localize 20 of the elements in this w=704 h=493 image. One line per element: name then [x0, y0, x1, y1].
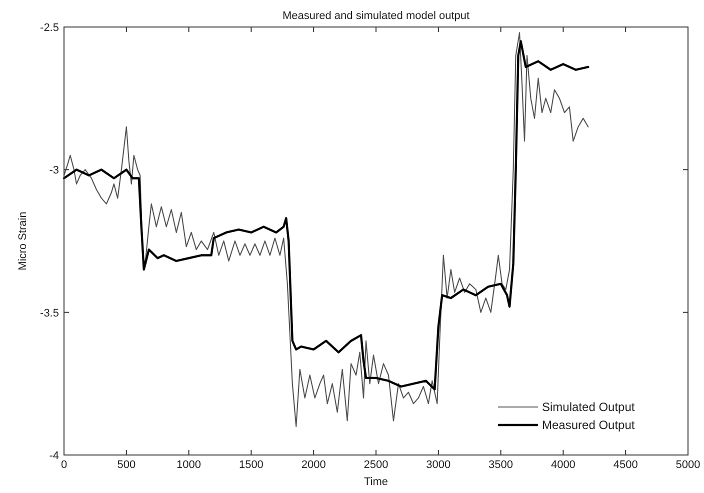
y-tick-label: -4 [49, 450, 59, 462]
x-tick-label: 4500 [613, 459, 638, 471]
x-axis-title: Time [364, 476, 388, 488]
x-tick-label: 0 [60, 459, 68, 471]
y-tick-label: -3 [49, 164, 59, 177]
y-tick-label: -2.5 [40, 22, 59, 34]
y-tick-label: -3.5 [40, 307, 59, 320]
x-tick-label: 3500 [488, 459, 514, 471]
x-tick-label: 2500 [364, 459, 388, 471]
x-tick-label: 4000 [550, 459, 576, 471]
legend-label: Simulated Output [542, 400, 636, 414]
x-tick-label: 2000 [301, 459, 326, 471]
x-tick-label: 3000 [426, 459, 451, 471]
x-tick-label: 1000 [176, 459, 202, 471]
x-tick-label: 500 [117, 459, 136, 471]
x-tick-label: 1500 [238, 459, 264, 471]
y-axis-title: Micro Strain [17, 212, 29, 270]
chart-title: Measured and simulated model output [282, 10, 470, 22]
legend-label: Measured Output [542, 418, 636, 432]
x-tick-label: 5000 [676, 459, 700, 471]
